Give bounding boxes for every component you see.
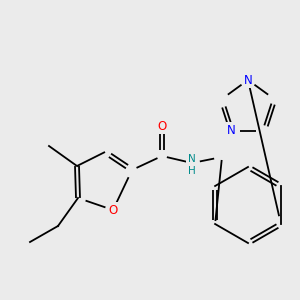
Text: N: N — [227, 124, 236, 137]
Text: O: O — [158, 119, 166, 133]
Text: O: O — [108, 203, 118, 217]
Text: N
H: N H — [188, 154, 196, 176]
Text: N: N — [244, 74, 252, 86]
